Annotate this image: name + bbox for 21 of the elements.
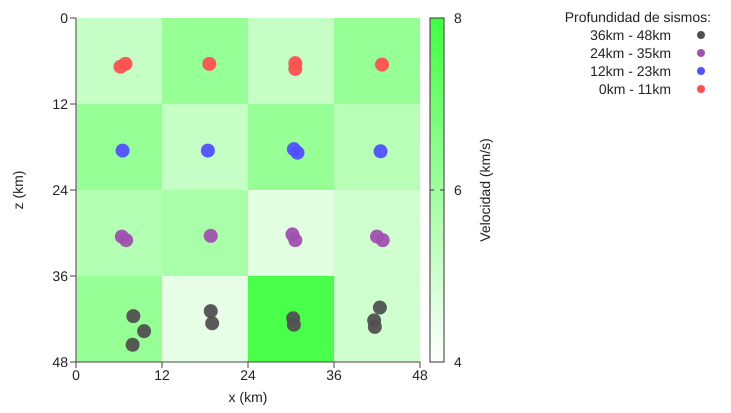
color-bar-label: 4: [454, 354, 462, 370]
legend-label: 0km - 11km: [598, 80, 671, 98]
x-tick-label: 12: [154, 366, 170, 383]
legend-label: 12km - 23km: [590, 62, 671, 80]
y-axis-title: z (km): [10, 170, 26, 210]
x-tick-label: 24: [240, 366, 256, 383]
x-tick-label: 48: [412, 366, 428, 383]
y-tick-label: 48: [52, 354, 68, 370]
y-tick-label: 36: [52, 268, 68, 284]
x-tick-label: 36: [326, 366, 342, 383]
y-tick-label: 12: [52, 96, 68, 112]
legend-label: 24km - 35km: [590, 44, 671, 62]
x-tick-label: 0: [72, 366, 80, 383]
legend-label: 36km - 48km: [590, 26, 671, 44]
x-axis-title: x (km): [228, 389, 268, 405]
color-bar-title: Velocidad (km/s): [477, 138, 493, 242]
legend-title: Profundidad de sismos:: [564, 8, 711, 26]
color-bar-label: 6: [454, 182, 462, 198]
y-tick-label: 24: [52, 182, 68, 198]
color-bar-label: 8: [454, 10, 462, 26]
y-tick-label: 0: [60, 10, 68, 26]
